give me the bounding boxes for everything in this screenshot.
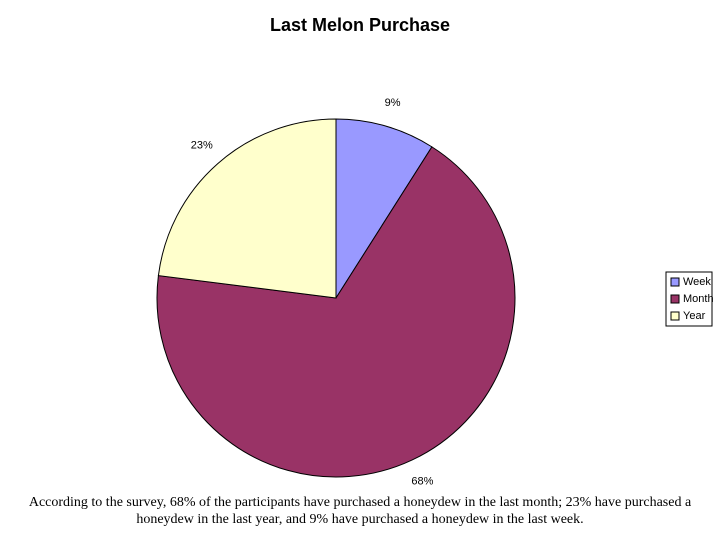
legend-label: Week (683, 276, 711, 288)
data-label: 23% (191, 140, 213, 152)
pie-slice (156, 146, 516, 478)
pie-slice (335, 118, 433, 300)
data-label: 68% (411, 476, 433, 488)
legend-swatch (670, 294, 680, 304)
caption: According to the survey, 68% of the part… (28, 495, 692, 527)
legend-swatch (670, 311, 680, 321)
chart-title: Last Melon Purchase (270, 15, 450, 35)
pie-slice (157, 118, 337, 299)
legend-label: Month (683, 293, 714, 305)
legend-swatch (670, 277, 680, 287)
legend-label: Year (683, 310, 706, 322)
data-label: 9% (385, 97, 401, 109)
